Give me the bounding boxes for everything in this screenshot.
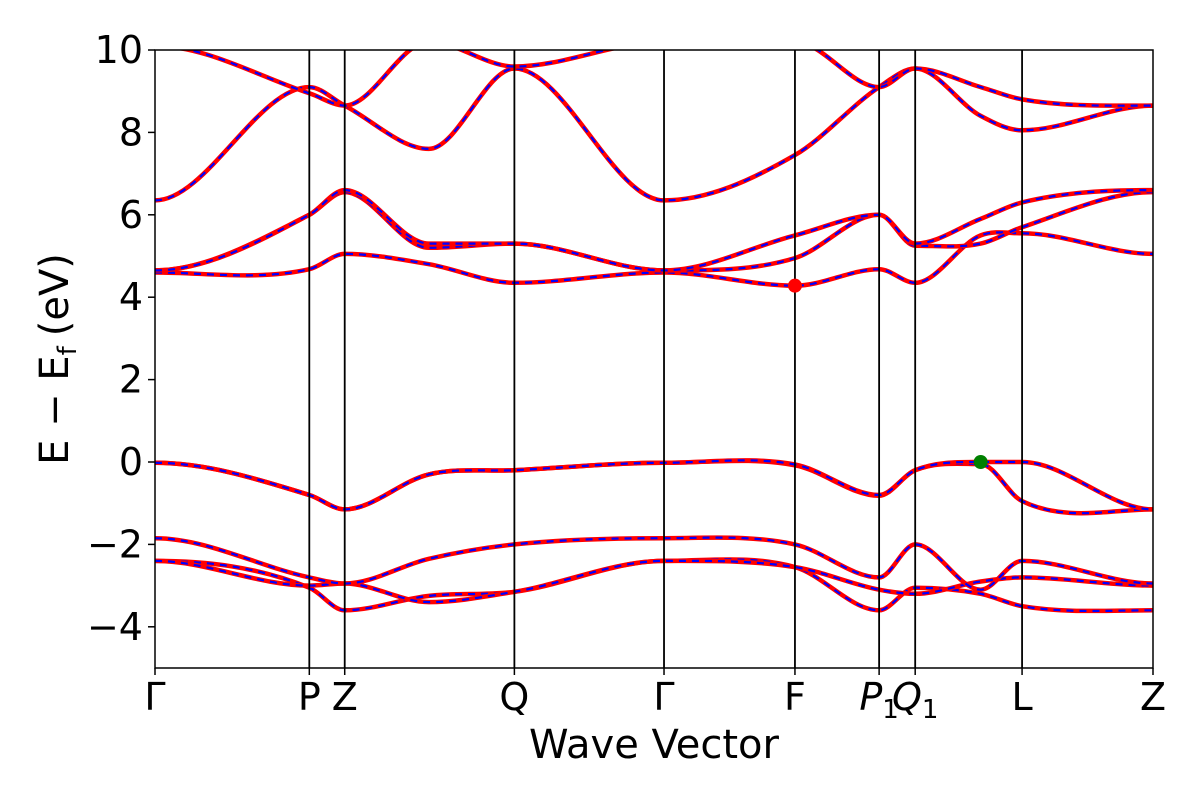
y-tick-label: 10 <box>95 28 143 72</box>
band-3-dft-line <box>155 536 1153 591</box>
band-2-fit-line <box>155 558 1153 605</box>
x-tick-label: Z <box>332 675 358 719</box>
y-tick-label: −2 <box>87 522 143 566</box>
x-tick-label: Γ <box>653 675 674 719</box>
plot-frame <box>154 49 1154 669</box>
x-tick-label: P1 <box>859 675 898 725</box>
band-4-dft-line <box>155 459 1153 515</box>
band-7-dft-line <box>155 190 1153 272</box>
vbm-marker <box>973 455 988 469</box>
x-tick-label: Q1 <box>892 675 938 725</box>
y-axis-label-main: E − E <box>32 355 78 465</box>
band-1-dft-line <box>155 558 1153 613</box>
y-axis-ticks: −4 −2 0 2 4 6 8 10 <box>87 28 155 649</box>
y-axis-label-unit: (eV) <box>32 253 78 336</box>
y-tick-label: 4 <box>119 275 143 319</box>
band-9-dft-line <box>155 67 1153 202</box>
band-4-fit-line <box>155 458 1153 516</box>
band-8-fit-line <box>155 187 1153 273</box>
y-tick-label: 8 <box>119 110 143 154</box>
bands-layer <box>155 50 1153 614</box>
y-tick-label: −4 <box>87 605 143 649</box>
high-symmetry-lines <box>308 50 1023 668</box>
y-tick-label: 6 <box>119 193 143 237</box>
x-tick-label: Z <box>1140 675 1166 719</box>
x-tick-label: L <box>1011 675 1032 719</box>
y-tick-label: 0 <box>119 440 143 484</box>
x-axis-label: Wave Vector <box>529 722 780 768</box>
band-2-dft-line <box>155 559 1153 604</box>
extrema-markers <box>787 278 988 469</box>
y-axis-label: E − Ef (eV) <box>32 253 83 465</box>
x-tick-label: F <box>784 675 806 719</box>
y-axis-label-sub: f <box>53 345 83 355</box>
band-6-dft-line <box>155 231 1153 287</box>
x-tick-label: Q <box>499 675 529 719</box>
x-tick-label: Γ <box>144 675 165 719</box>
band-6-fit-line <box>155 230 1153 288</box>
band-10-dft-line <box>183 50 1153 107</box>
cbm-marker <box>787 278 802 293</box>
y-tick-label: 2 <box>119 358 143 402</box>
band-9-fit-line <box>155 66 1153 203</box>
band-10-fit-line <box>177 50 1153 108</box>
band-3-fit-line <box>155 535 1153 592</box>
x-tick-label: P <box>298 675 321 719</box>
